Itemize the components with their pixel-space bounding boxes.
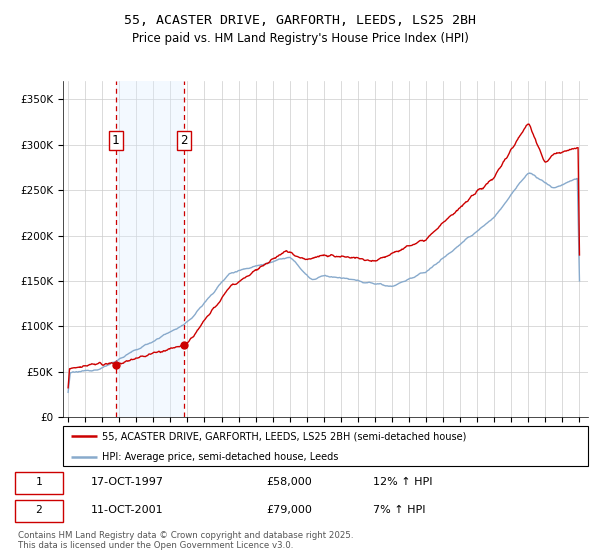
Text: Price paid vs. HM Land Registry's House Price Index (HPI): Price paid vs. HM Land Registry's House … xyxy=(131,32,469,45)
Text: 2: 2 xyxy=(35,505,42,515)
Bar xyxy=(116,81,184,417)
Text: 17-OCT-1997: 17-OCT-1997 xyxy=(91,477,164,487)
Text: 1: 1 xyxy=(35,477,42,487)
Text: 12% ↑ HPI: 12% ↑ HPI xyxy=(373,477,433,487)
Text: 11-OCT-2001: 11-OCT-2001 xyxy=(91,505,164,515)
Text: 55, ACASTER DRIVE, GARFORTH, LEEDS, LS25 2BH: 55, ACASTER DRIVE, GARFORTH, LEEDS, LS25… xyxy=(124,14,476,27)
Text: £58,000: £58,000 xyxy=(266,477,312,487)
Text: £79,000: £79,000 xyxy=(266,505,312,515)
Text: Contains HM Land Registry data © Crown copyright and database right 2025.
This d: Contains HM Land Registry data © Crown c… xyxy=(18,531,353,550)
Text: 1: 1 xyxy=(112,134,119,147)
FancyBboxPatch shape xyxy=(15,500,63,522)
Text: 2: 2 xyxy=(180,134,188,147)
FancyBboxPatch shape xyxy=(63,426,588,466)
Text: HPI: Average price, semi-detached house, Leeds: HPI: Average price, semi-detached house,… xyxy=(103,452,339,462)
Text: 55, ACASTER DRIVE, GARFORTH, LEEDS, LS25 2BH (semi-detached house): 55, ACASTER DRIVE, GARFORTH, LEEDS, LS25… xyxy=(103,431,467,441)
Text: 7% ↑ HPI: 7% ↑ HPI xyxy=(373,505,426,515)
FancyBboxPatch shape xyxy=(15,472,63,494)
